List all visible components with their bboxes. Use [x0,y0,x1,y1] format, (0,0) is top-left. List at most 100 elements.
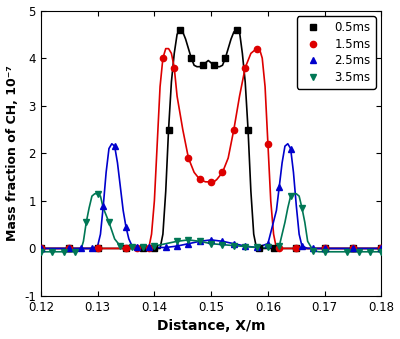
1.5ms [160,56,165,60]
0.5ms [379,246,384,251]
1.5ms [172,66,177,70]
0.5ms [351,246,356,251]
0.5ms [223,56,228,60]
3.5ms [197,239,202,243]
0.5ms [166,127,171,132]
3.5ms [356,250,361,254]
1.5ms [351,246,356,251]
1.5ms [379,246,384,251]
Y-axis label: Mass fraction of CH, 10⁻⁷: Mass fraction of CH, 10⁻⁷ [6,65,18,241]
0.5ms [141,246,146,251]
1.5ms [95,246,100,251]
2.5ms [243,244,248,248]
3.5ms [232,243,236,247]
3.5ms [141,245,146,250]
1.5ms [124,246,128,251]
3.5ms [95,192,100,196]
3.5ms [243,244,248,248]
2.5ms [90,246,94,251]
2.5ms [163,245,168,250]
2.5ms [220,239,225,243]
0.5ms [294,246,299,251]
1.5ms [135,246,140,251]
2.5ms [300,244,304,248]
3.5ms [72,250,77,254]
1.5ms [232,127,236,132]
2.5ms [277,184,282,188]
3.5ms [345,250,350,254]
0.5ms [234,27,239,32]
Line: 1.5ms: 1.5ms [38,45,384,252]
3.5ms [118,244,123,248]
1.5ms [186,156,191,160]
3.5ms [50,250,55,254]
3.5ms [322,250,327,254]
2.5ms [197,239,202,243]
3.5ms [106,220,111,224]
1.5ms [266,142,270,146]
Line: 3.5ms: 3.5ms [38,191,384,255]
1.5ms [209,180,214,184]
2.5ms [322,246,327,251]
0.5ms [257,246,262,251]
3.5ms [129,245,134,250]
2.5ms [78,246,83,251]
2.5ms [232,242,236,246]
3.5ms [368,250,372,254]
0.5ms [246,127,250,132]
Legend: 0.5ms, 1.5ms, 2.5ms, 3.5ms: 0.5ms, 1.5ms, 2.5ms, 3.5ms [297,17,376,88]
0.5ms [95,246,100,251]
Line: 0.5ms: 0.5ms [38,26,384,252]
Line: 2.5ms: 2.5ms [38,143,384,252]
0.5ms [271,246,276,251]
0.5ms [124,246,128,251]
2.5ms [311,246,316,251]
2.5ms [146,245,151,250]
2.5ms [135,245,140,249]
2.5ms [101,204,106,208]
0.5ms [152,246,157,251]
1.5ms [277,246,282,251]
X-axis label: Distance, X/m: Distance, X/m [157,319,265,334]
1.5ms [197,177,202,181]
3.5ms [209,242,214,246]
2.5ms [351,246,356,251]
3.5ms [300,206,304,210]
1.5ms [243,66,248,70]
3.5ms [38,250,43,254]
3.5ms [220,243,225,247]
3.5ms [266,245,270,250]
2.5ms [209,238,214,242]
0.5ms [189,56,194,60]
1.5ms [254,46,259,51]
0.5ms [67,246,72,251]
1.5ms [67,246,72,251]
3.5ms [84,220,89,224]
3.5ms [175,239,180,243]
1.5ms [322,246,327,251]
2.5ms [67,246,72,251]
2.5ms [266,242,270,246]
0.5ms [200,63,205,67]
2.5ms [186,242,191,246]
2.5ms [112,144,117,148]
2.5ms [175,244,180,248]
0.5ms [322,246,327,251]
2.5ms [38,246,43,251]
3.5ms [186,238,191,242]
2.5ms [379,246,384,251]
3.5ms [311,249,316,253]
0.5ms [178,27,182,32]
2.5ms [254,245,259,250]
1.5ms [294,246,299,251]
1.5ms [220,170,225,174]
3.5ms [254,245,259,250]
2.5ms [288,146,293,151]
0.5ms [212,63,216,67]
3.5ms [288,194,293,198]
1.5ms [38,246,43,251]
1.5ms [146,246,151,251]
0.5ms [38,246,43,251]
3.5ms [152,244,157,248]
2.5ms [124,225,128,229]
